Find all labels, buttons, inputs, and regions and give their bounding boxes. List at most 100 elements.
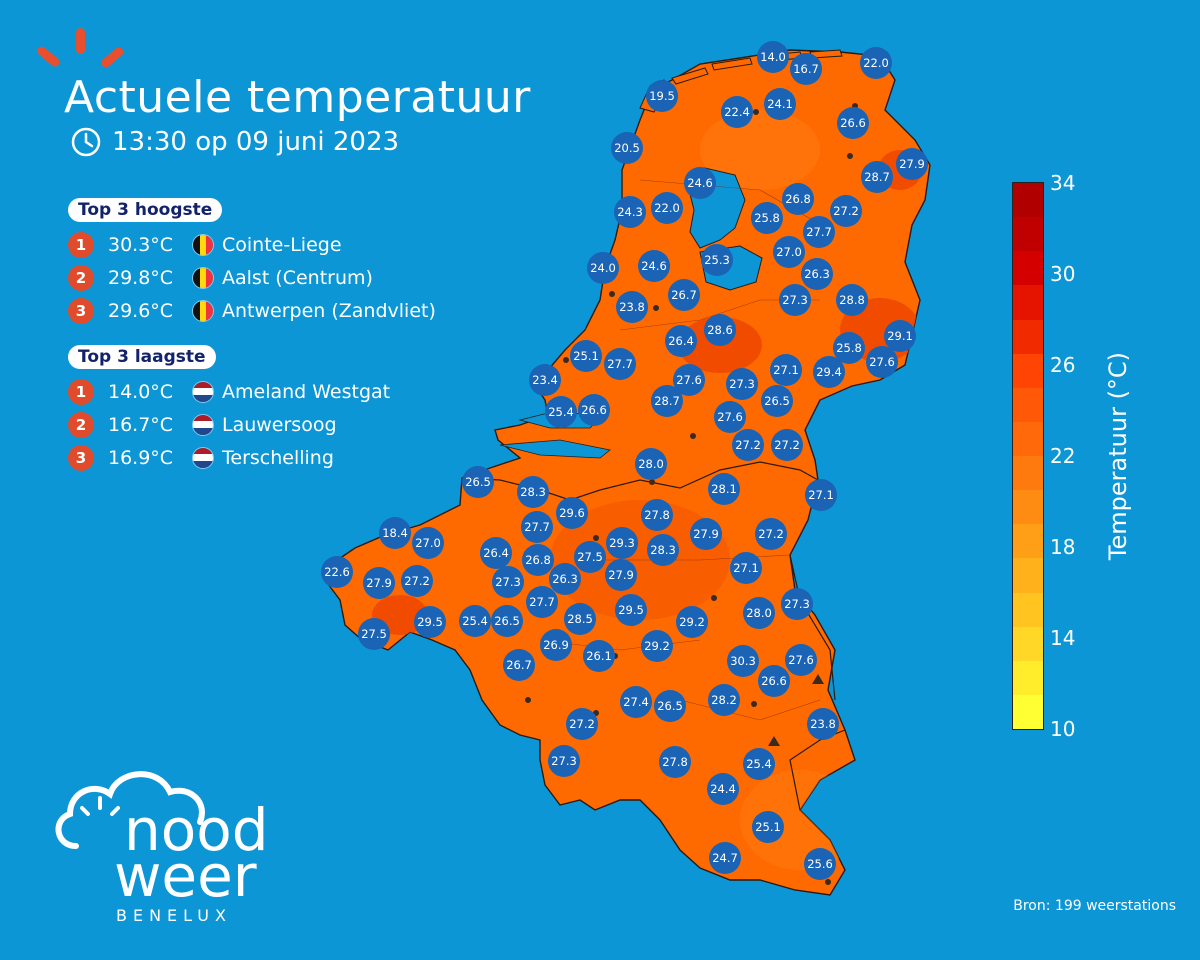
station-temp: 25.8 bbox=[754, 211, 780, 225]
station-circle bbox=[526, 586, 558, 618]
station-marker: 27.0 bbox=[412, 527, 444, 559]
station-name: Antwerpen (Zandvliet) bbox=[222, 299, 436, 322]
station-circle bbox=[641, 499, 673, 531]
station-temp: 27.1 bbox=[733, 561, 759, 575]
station-circle bbox=[803, 216, 835, 248]
station-circle bbox=[611, 132, 643, 164]
station-temp: 29.6 bbox=[559, 506, 585, 520]
station-marker: 28.3 bbox=[517, 476, 549, 508]
city-dots bbox=[525, 103, 858, 885]
station-circle bbox=[459, 605, 491, 637]
station-marker: 24.6 bbox=[638, 250, 670, 282]
station-circle bbox=[401, 565, 433, 597]
station-circle bbox=[866, 346, 898, 378]
station-marker: 27.1 bbox=[805, 479, 837, 511]
station-temp: 23.8 bbox=[810, 717, 836, 731]
netherlands-flag-icon bbox=[192, 413, 214, 436]
station-name: Lauwersoog bbox=[222, 413, 337, 436]
station-marker: 29.5 bbox=[615, 594, 647, 626]
station-circle bbox=[321, 556, 353, 588]
station-circle bbox=[721, 96, 753, 128]
station-circle bbox=[801, 258, 833, 290]
station-temp: 28.0 bbox=[746, 606, 772, 620]
station-marker: 27.3 bbox=[726, 368, 758, 400]
station-circle bbox=[704, 314, 736, 346]
station-marker: 22.6 bbox=[321, 556, 353, 588]
legend-tick: 34 bbox=[1050, 171, 1076, 195]
station-temp: 22.0 bbox=[863, 56, 889, 70]
station-circle bbox=[709, 842, 741, 874]
station-temp: 26.8 bbox=[785, 192, 811, 206]
rank-badge: 3 bbox=[68, 444, 94, 471]
legend-color-band bbox=[1013, 694, 1043, 729]
station-temp: 27.9 bbox=[693, 527, 719, 541]
station-marker: 24.4 bbox=[707, 773, 739, 805]
sun-rays-icon bbox=[37, 28, 124, 68]
logo-word-2: weer bbox=[114, 842, 257, 910]
station-marker: 23.4 bbox=[529, 364, 561, 396]
station-circle bbox=[503, 649, 535, 681]
station-marker: 28.0 bbox=[743, 597, 775, 629]
station-circle bbox=[521, 511, 553, 543]
station-circle bbox=[764, 88, 796, 120]
station-marker: 29.4 bbox=[813, 356, 845, 388]
station-marker: 24.3 bbox=[614, 196, 646, 228]
station-temp: 26.9 bbox=[543, 638, 569, 652]
station-circle bbox=[690, 518, 722, 550]
station-circle bbox=[805, 479, 837, 511]
station-marker: 26.8 bbox=[522, 544, 554, 576]
station-temp: 25.6 bbox=[807, 857, 833, 871]
station-temp: 28.8 bbox=[839, 293, 865, 307]
station-circle bbox=[606, 527, 638, 559]
station-temp: 26.4 bbox=[483, 546, 509, 560]
station-circle bbox=[614, 196, 646, 228]
station-marker: 26.7 bbox=[668, 279, 700, 311]
station-marker: 26.9 bbox=[540, 629, 572, 661]
station-temp: 20.5 bbox=[614, 141, 640, 155]
station-marker: 26.7 bbox=[503, 649, 535, 681]
station-temp: 24.6 bbox=[641, 259, 667, 273]
station-marker: 26.5 bbox=[761, 385, 793, 417]
station-circle bbox=[570, 340, 602, 372]
station-marker: 24.7 bbox=[709, 842, 741, 874]
station-circle bbox=[781, 588, 813, 620]
station-marker: 27.8 bbox=[659, 746, 691, 778]
temp-value: 16.9°C bbox=[108, 446, 174, 469]
station-circle bbox=[358, 618, 390, 650]
station-temp: 24.0 bbox=[590, 261, 616, 275]
temp-value: 16.7°C bbox=[108, 413, 174, 436]
station-marker: 14.0 bbox=[757, 41, 789, 73]
station-circle bbox=[836, 284, 868, 316]
station-circle bbox=[773, 236, 805, 268]
top-low-label: Top 3 laagste bbox=[68, 345, 216, 369]
legend-tick: 22 bbox=[1050, 444, 1076, 468]
station-marker: 26.4 bbox=[480, 537, 512, 569]
station-marker: 28.7 bbox=[861, 161, 893, 193]
station-temp: 29.5 bbox=[618, 603, 644, 617]
station-temp: 27.2 bbox=[735, 438, 761, 452]
station-temp: 25.4 bbox=[746, 757, 772, 771]
station-marker: 26.5 bbox=[654, 690, 686, 722]
station-temp: 27.0 bbox=[415, 536, 441, 550]
land-shape bbox=[324, 49, 931, 896]
station-temp: 27.4 bbox=[623, 695, 649, 709]
station-circle bbox=[743, 597, 775, 629]
station-circle bbox=[522, 544, 554, 576]
station-marker: 27.2 bbox=[771, 429, 803, 461]
station-circle bbox=[414, 606, 446, 638]
province-lines bbox=[539, 179, 831, 721]
temp-value: 30.3°C bbox=[108, 233, 174, 256]
station-marker: 27.7 bbox=[803, 216, 835, 248]
station-marker: 27.2 bbox=[830, 195, 862, 227]
station-circle bbox=[807, 708, 839, 740]
station-circle bbox=[556, 497, 588, 529]
temp-value: 29.8°C bbox=[108, 266, 174, 289]
belgium-flag-icon bbox=[192, 233, 214, 256]
rank-badge: 1 bbox=[68, 231, 94, 258]
station-temp: 24.3 bbox=[617, 205, 643, 219]
station-marker: 29.2 bbox=[676, 606, 708, 638]
station-temp: 26.7 bbox=[506, 658, 532, 672]
station-marker: 27.2 bbox=[566, 708, 598, 740]
station-marker: 27.5 bbox=[358, 618, 390, 650]
station-circle bbox=[668, 279, 700, 311]
